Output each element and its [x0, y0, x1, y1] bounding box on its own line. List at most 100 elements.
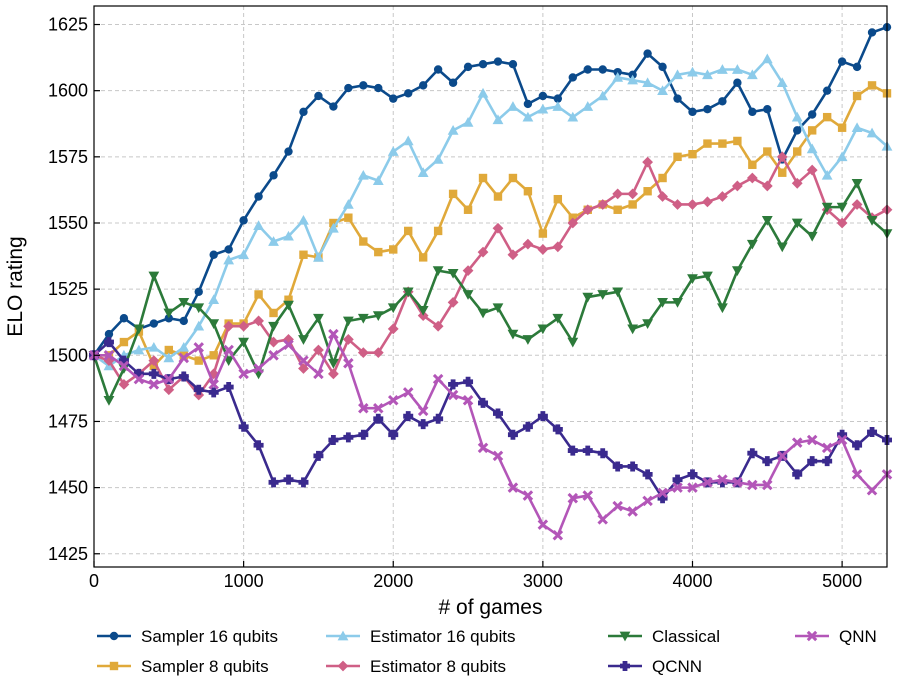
x-tick-label: 3000 — [523, 571, 563, 591]
data-point — [642, 319, 654, 329]
data-point — [448, 379, 459, 390]
legend-swatch-marker — [806, 630, 818, 642]
data-point — [402, 135, 414, 146]
data-point — [492, 303, 504, 314]
data-point — [537, 103, 549, 114]
data-point — [627, 461, 638, 472]
data-point — [387, 146, 399, 156]
data-point — [763, 105, 772, 114]
data-point — [268, 350, 279, 361]
data-point — [387, 323, 399, 335]
legend-label: QNN — [839, 627, 877, 646]
data-point — [477, 246, 489, 258]
data-point — [389, 245, 398, 254]
data-point — [867, 427, 878, 438]
data-point — [537, 519, 549, 530]
data-point — [493, 57, 503, 66]
data-point — [298, 363, 309, 374]
legend-label: Sampler 8 qubits — [141, 657, 269, 676]
data-point — [793, 147, 802, 156]
y-tick-label: 1525 — [48, 279, 88, 299]
data-point — [612, 188, 624, 200]
data-point — [731, 266, 743, 277]
legend-swatch-marker — [337, 660, 349, 672]
data-point — [806, 164, 818, 176]
data-point — [837, 429, 848, 440]
data-point — [866, 127, 878, 138]
data-point — [432, 154, 444, 164]
data-point — [433, 413, 444, 424]
data-point — [507, 101, 519, 111]
data-point — [836, 151, 848, 162]
data-point — [866, 216, 878, 226]
data-point — [702, 271, 713, 282]
data-point — [163, 352, 175, 363]
data-point — [642, 495, 653, 507]
data-point — [299, 250, 308, 259]
data-point — [388, 429, 399, 440]
data-point — [269, 308, 278, 318]
data-point — [283, 230, 294, 241]
data-point — [658, 173, 667, 183]
data-point — [493, 192, 503, 201]
data-point — [522, 421, 533, 432]
data-point — [673, 152, 682, 162]
series-classical — [88, 178, 893, 406]
data-point — [657, 298, 668, 308]
legend-label: Classical — [652, 627, 720, 646]
data-point — [598, 65, 607, 74]
data-point — [403, 411, 414, 422]
data-point — [762, 479, 773, 491]
data-point — [612, 500, 623, 512]
data-point — [313, 313, 324, 324]
legend: Sampler 16 qubits Sampler 8 qubits Estimat… — [97, 627, 877, 676]
data-point — [807, 110, 817, 119]
data-point — [523, 187, 533, 196]
legend-swatch-marker — [109, 631, 119, 641]
data-point — [387, 395, 399, 406]
data-point — [866, 484, 878, 496]
data-point — [822, 456, 833, 467]
data-point — [448, 189, 458, 199]
data-point — [567, 492, 579, 504]
data-point — [747, 479, 758, 491]
legend-swatch-marker — [337, 630, 349, 641]
data-point — [373, 402, 384, 414]
series-line — [92, 25, 888, 357]
data-point — [582, 204, 594, 216]
data-point — [733, 78, 742, 87]
data-point — [357, 169, 369, 180]
data-point — [223, 320, 235, 332]
data-point — [836, 217, 848, 229]
data-point — [538, 91, 548, 101]
data-point — [793, 126, 802, 135]
data-point — [761, 216, 773, 226]
data-point — [492, 408, 503, 419]
data-point — [372, 175, 384, 185]
data-point — [552, 101, 564, 111]
data-point — [761, 53, 773, 64]
data-point — [418, 81, 428, 90]
data-point — [148, 379, 160, 390]
data-point — [178, 371, 189, 382]
data-point — [553, 94, 563, 103]
data-point — [852, 62, 862, 72]
legend-item: QCNN — [608, 657, 702, 676]
data-point — [702, 196, 713, 208]
data-point — [522, 335, 534, 345]
x-tick-label: 5000 — [822, 571, 862, 591]
legend-label: Sampler 16 qubits — [141, 627, 278, 646]
series-line — [94, 332, 888, 537]
data-point — [178, 298, 190, 308]
data-point — [118, 379, 130, 390]
data-point — [238, 368, 249, 380]
data-point — [148, 355, 160, 366]
data-point — [477, 308, 489, 319]
data-point — [283, 300, 294, 311]
data-point — [821, 169, 833, 180]
data-point — [208, 379, 219, 390]
data-point — [223, 254, 235, 265]
data-point — [298, 355, 309, 366]
data-point — [208, 387, 219, 398]
